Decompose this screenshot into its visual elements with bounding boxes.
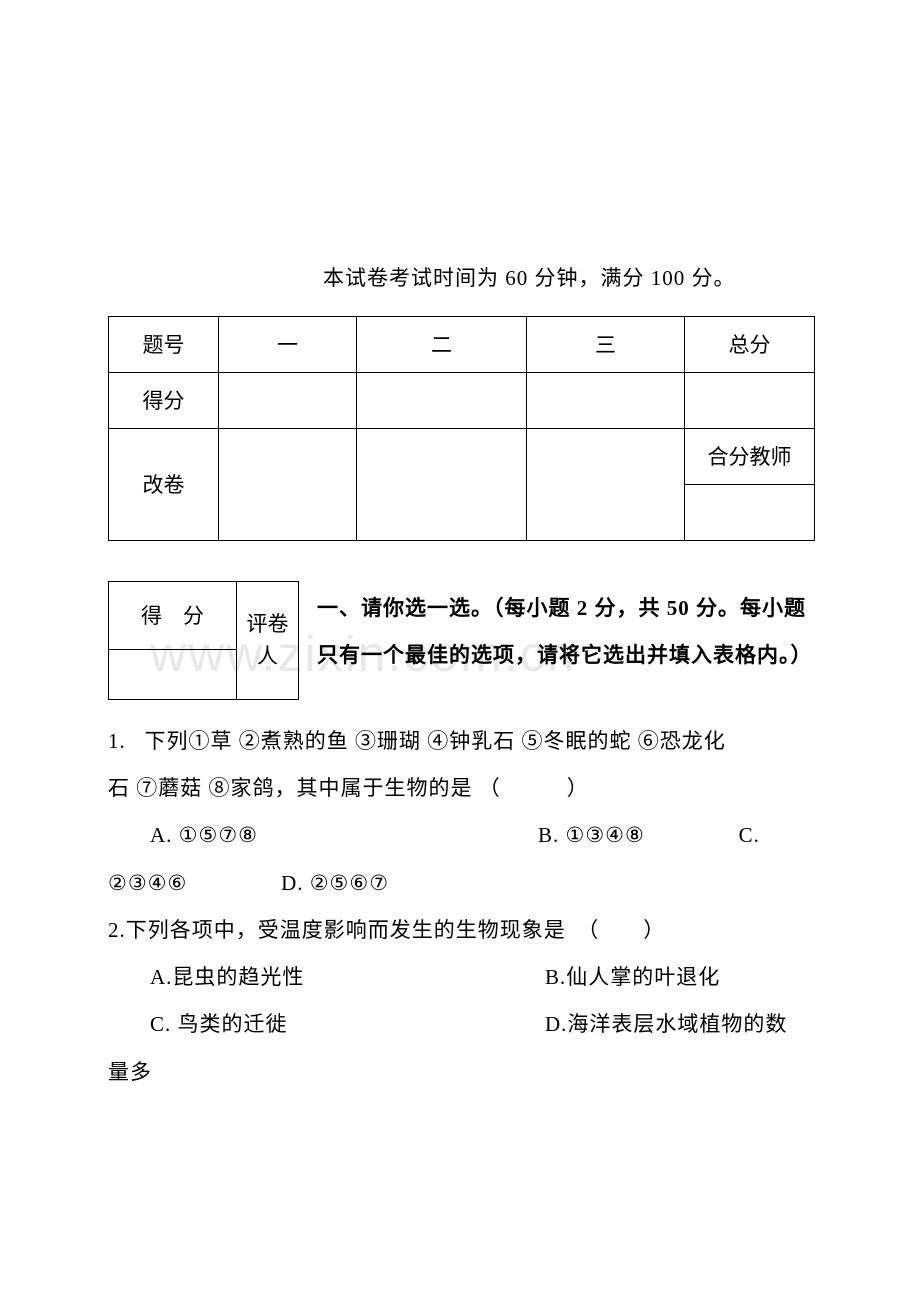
empty-cell — [357, 372, 527, 428]
option-b: B.仙人掌的叶退化 — [545, 965, 720, 989]
mini-score-label: 得 分 — [109, 581, 237, 649]
exam-duration-info: 本试卷考试时间为 60 分钟，满分 100 分。 — [108, 260, 815, 298]
header-cell: 三 — [527, 316, 685, 372]
header-cell: 二 — [357, 316, 527, 372]
score-summary-table: 题号 一 二 三 总分 得分 改卷 合分教师 — [108, 316, 815, 541]
option-a: A.昆虫的趋光性 — [150, 965, 304, 989]
option-row: A. ①⑤⑦⑧ B. ①③④⑧ C. — [108, 812, 815, 859]
question-stem-line2: 石 ⑦蘑菇 ⑧家鸽，其中属于生物的是 （ ） — [108, 765, 815, 812]
header-cell: 题号 — [109, 316, 219, 372]
mini-reviewer-label: 评卷 人 — [237, 581, 299, 699]
option-b: B. ①③④⑧ — [538, 823, 645, 847]
empty-cell — [527, 372, 685, 428]
section-header-row: 得 分 评卷 人 一、请你选一选。（每小题 2 分，共 50 分。每小题只有一个… — [108, 581, 815, 700]
row-label-cell: 改卷 — [109, 428, 219, 540]
text: 下列①草 ②煮熟的鱼 ③珊瑚 ④钟乳石 ⑤冬眠的蛇 ⑥恐龙化 — [145, 729, 726, 753]
text: 人 — [257, 644, 278, 668]
header-cell: 一 — [219, 316, 357, 372]
empty-cell — [685, 484, 815, 540]
table-row: 得分 — [109, 372, 815, 428]
question-number: 1. — [108, 729, 126, 753]
header-cell: 总分 — [685, 316, 815, 372]
option-c: C. 鸟类的迁徙 — [150, 1012, 288, 1036]
question-stem: 1. 下列①草 ②煮熟的鱼 ③珊瑚 ④钟乳石 ⑤冬眠的蛇 ⑥恐龙化 — [108, 718, 815, 765]
option-row: C. 鸟类的迁徙 D.海洋表层水域植物的数 — [108, 1001, 815, 1048]
empty-cell — [357, 428, 527, 540]
table-row: 题号 一 二 三 总分 — [109, 316, 815, 372]
table-row: 改卷 合分教师 — [109, 428, 815, 484]
option-a: A. ①⑤⑦⑧ — [150, 823, 258, 847]
empty-cell — [109, 649, 237, 699]
empty-cell — [219, 428, 357, 540]
option-c: C. — [739, 823, 760, 847]
question-1: 1. 下列①草 ②煮熟的鱼 ③珊瑚 ④钟乳石 ⑤冬眠的蛇 ⑥恐龙化 石 ⑦蘑菇 … — [108, 718, 815, 907]
section-1-title: 一、请你选一选。（每小题 2 分，共 50 分。每小题只有一个最佳的选项，请将它… — [317, 581, 815, 680]
empty-cell — [527, 428, 685, 540]
option-d-tail: 量多 — [108, 1049, 815, 1096]
table-row: 得 分 评卷 人 — [109, 581, 299, 649]
empty-cell — [219, 372, 357, 428]
option-row: A.昆虫的趋光性 B.仙人掌的叶退化 — [108, 954, 815, 1001]
option-c-content: ②③④⑥ — [108, 871, 187, 895]
text: 评卷 — [247, 612, 289, 636]
row-label-cell: 得分 — [109, 372, 219, 428]
question-stem: 2.下列各项中，受温度影响而发生的生物现象是 （ ） — [108, 907, 815, 954]
scorer-mini-table: 得 分 评卷 人 — [108, 581, 299, 700]
option-d: D.海洋表层水域植物的数 — [545, 1012, 787, 1036]
option-row: ②③④⑥ D. ②⑤⑥⑦ — [108, 860, 815, 907]
option-d: D. ②⑤⑥⑦ — [281, 871, 389, 895]
empty-cell — [685, 372, 815, 428]
question-2: 2.下列各项中，受温度影响而发生的生物现象是 （ ） A.昆虫的趋光性 B.仙人… — [108, 907, 815, 1096]
merged-teacher-cell: 合分教师 — [685, 428, 815, 484]
